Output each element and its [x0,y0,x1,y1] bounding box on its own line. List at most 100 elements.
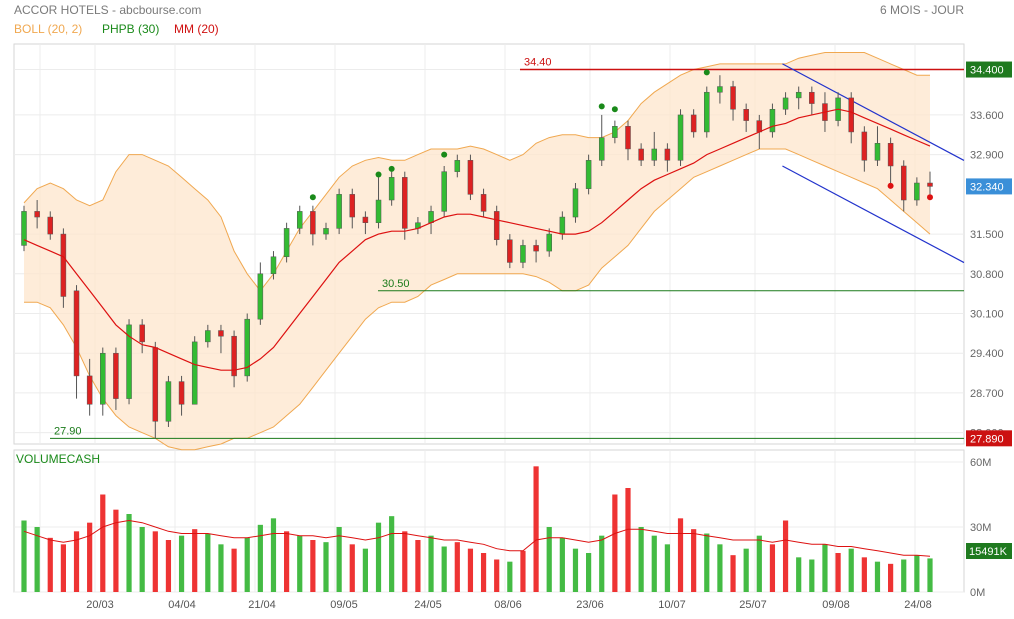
volume-bar [704,533,710,592]
candle [349,194,356,218]
candle [730,86,736,110]
volume-bar [402,531,408,592]
candle [126,324,132,399]
last-volume-text: 15491K [969,546,1008,558]
volume-bar [389,516,395,592]
candle [47,216,54,235]
candle [270,256,277,275]
candle [375,199,382,223]
volume-axis: 60M 30M 0M 15491K [966,457,1012,599]
date-label: 09/05 [330,599,358,611]
candle [86,375,93,405]
candlesticks [21,75,933,439]
volume-bar [60,544,66,592]
candle [441,171,447,212]
volume-average [23,519,931,557]
volume-tick-label: 60M [970,457,991,469]
volume-bar [612,494,618,592]
candle [296,211,303,229]
high-marker [388,165,395,172]
candle [625,126,631,150]
volume-bar [914,555,920,592]
candle [598,137,605,161]
candle [546,233,552,252]
high-marker [309,194,316,201]
volume-bar [494,559,500,592]
date-label: 20/03 [86,599,114,611]
date-label: 24/05 [414,599,442,611]
volume-bar [691,529,697,592]
level-label: 27.90 [54,425,82,437]
channel-lower [782,165,965,264]
candle [704,91,710,133]
candle [100,352,106,405]
pivot-markers [309,69,933,201]
volume-bar [625,488,631,592]
candle [914,182,920,201]
volume-bar [546,527,552,592]
volume-bar [809,559,815,592]
candle [165,381,172,422]
bollinger-lower [24,148,931,451]
candle [887,143,894,167]
candle [717,86,723,93]
low-price-badge [966,430,1012,447]
candle [428,211,434,223]
volume-bar [796,557,802,592]
volume-bar [848,548,854,592]
price-tick-label: 32.900 [970,150,1004,162]
candle [402,177,408,229]
date-label: 10/07 [658,599,686,611]
volume-bar [599,535,605,592]
candle [388,177,395,201]
volume-bar [441,546,447,592]
moving-average [23,108,931,371]
candle [743,108,749,121]
volume-bar [205,533,211,592]
candle [310,211,316,235]
candle [559,216,566,235]
volume-bar [743,548,749,592]
volume-bar [375,522,382,592]
low-marker [927,194,933,201]
candle [283,228,290,258]
candle [191,341,198,405]
volume-bar [73,531,80,592]
legend-phpb: PHPB (30) [102,22,159,36]
candle [244,318,250,377]
volume-bar [192,529,198,592]
volume-bar [730,555,736,592]
volume-bar [218,544,224,592]
volume-bar [349,544,355,592]
candle [467,160,474,195]
volume-bar [822,544,828,592]
high-marker [598,103,605,110]
volume-bar [47,537,53,592]
candle [874,143,881,161]
period-label: 6 MOIS - JOUR [880,3,964,17]
volume-bar [336,527,342,592]
high-marker [375,171,382,178]
volume-bar [888,563,894,592]
volume-title: VOLUMECASH [16,452,100,466]
volume-bar [297,535,303,592]
high-marker [441,151,448,158]
price-tick-label: 30.100 [970,309,1004,321]
volume-bar [874,561,881,592]
volume-bar [323,542,329,592]
candle [900,165,907,201]
volume-bar [87,522,93,592]
high-price-text: 34.400 [970,65,1004,77]
volume-bars [21,466,933,592]
volume-bar [454,542,460,592]
volume-bar [861,557,867,592]
volume-bar [756,535,762,592]
candle [769,108,776,133]
volume-tick-label: 30M [970,522,991,534]
volume-bar [717,544,723,592]
last-volume-badge [966,543,1012,559]
volume-mm-line [23,519,931,557]
mm-line [23,108,931,371]
